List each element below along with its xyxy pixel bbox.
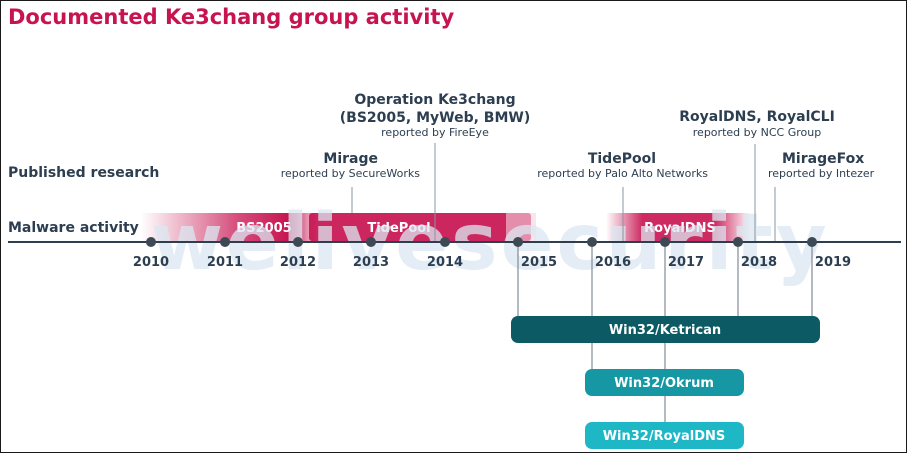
activity-bar-bs2005 [141,213,316,241]
research-title-ke3chang: Operation Ke3chang [354,92,515,108]
activity-bar-fade [506,213,536,241]
family-label-ketrican: Win32/Ketrican [609,323,721,338]
year-node-2011 [220,237,230,247]
year-label-2018: 2018 [741,255,777,270]
year-node-2012 [293,237,303,247]
year-node-2018 [733,237,743,247]
family-pill-ketrican [511,316,820,343]
year-node-2014 [440,237,450,247]
row-label-malware: Malware activity [8,220,139,236]
diagram-title: Documented Ke3chang group activity [8,5,454,29]
research-source-royaldns: reported by NCC Group [693,126,821,139]
year-node-2017 [660,237,670,247]
activity-label-tidepool: TidePool [367,221,430,236]
research-title-mirage: Mirage [323,151,378,167]
research-title2-ke3chang: (BS2005, MyWeb, BMW) [340,110,530,126]
activity-label-royaldns: RoyalDNS [644,221,716,236]
research-title-miragefox: MirageFox [782,151,864,167]
family-pill-royaldns [585,422,744,449]
activity-label-bs2005: BS2005 [236,221,291,236]
year-label-2013: 2013 [353,255,389,270]
year-label-2016: 2016 [595,255,631,270]
year-node-2013 [366,237,376,247]
activity-bar-tidepool [309,213,531,241]
year-label-2014: 2014 [427,255,463,270]
year-label-2012: 2012 [280,255,316,270]
year-label-2019: 2019 [815,255,851,270]
year-label-2017: 2017 [668,255,704,270]
research-title-tidepool: TidePool [588,151,656,167]
family-label-royaldns: Win32/RoyalDNS [603,429,726,444]
year-label-2015: 2015 [521,255,557,270]
research-source-tidepool: reported by Palo Alto Networks [537,167,708,180]
family-pill-okrum [585,369,744,396]
research-source-ke3chang: reported by FireEye [381,126,489,139]
year-node-2016 [587,237,597,247]
research-title-royaldns: RoyalDNS, RoyalCLI [679,109,835,125]
year-node-2010 [146,237,156,247]
year-nodes [146,237,817,247]
year-node-2019 [807,237,817,247]
row-label-published: Published research [8,165,159,181]
year-label-2011: 2011 [207,255,243,270]
family-label-okrum: Win32/Okrum [614,376,714,391]
activity-bar-royaldns [606,213,751,241]
research-source-mirage: reported by SecureWorks [281,167,421,180]
research-source-miragefox: reported by Intezer [768,167,875,180]
year-node-2015 [513,237,523,247]
year-label-2010: 2010 [133,255,169,270]
